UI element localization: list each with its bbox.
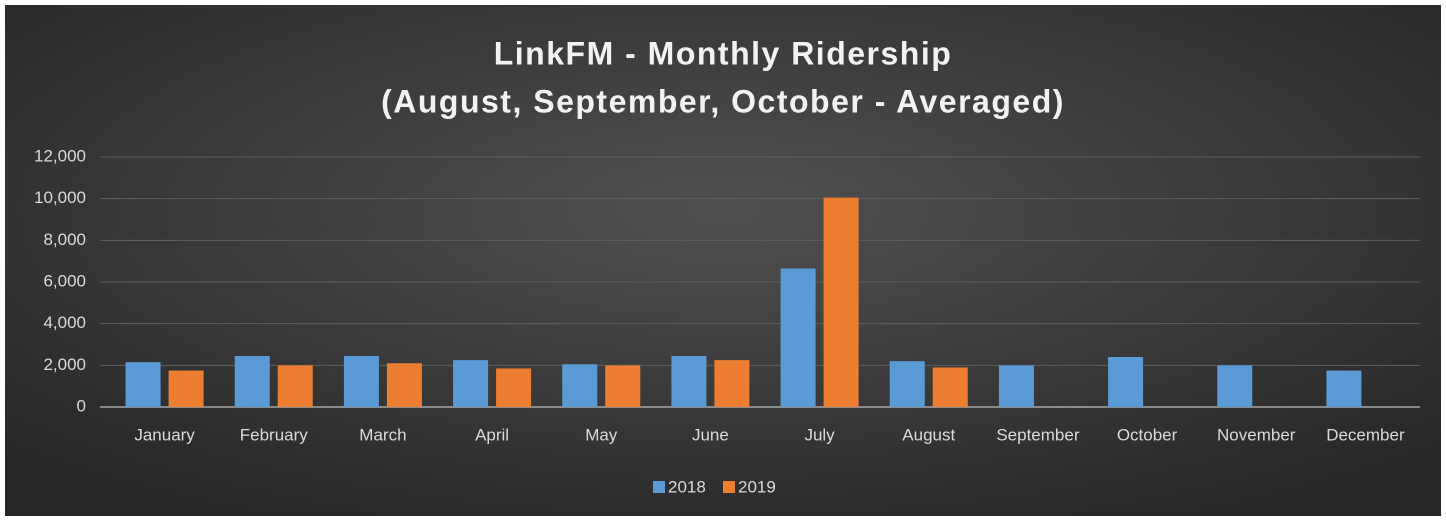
bar bbox=[671, 355, 707, 407]
bar bbox=[1326, 370, 1362, 407]
x-tick-label: December bbox=[1326, 425, 1405, 444]
x-tick-label: May bbox=[585, 425, 618, 444]
bar bbox=[168, 370, 204, 407]
x-tick-label: September bbox=[996, 425, 1079, 444]
x-tick-label: August bbox=[902, 425, 955, 444]
bar bbox=[343, 355, 379, 407]
bar bbox=[234, 355, 270, 407]
y-tick-label: 8,000 bbox=[43, 230, 86, 249]
bar bbox=[386, 363, 422, 407]
x-tick-label: June bbox=[692, 425, 729, 444]
x-tick-label: April bbox=[475, 425, 509, 444]
bar bbox=[889, 361, 925, 407]
bar bbox=[714, 360, 750, 407]
bar bbox=[496, 368, 532, 407]
bar bbox=[932, 367, 968, 407]
x-tick-label: February bbox=[240, 425, 309, 444]
legend-swatch bbox=[653, 481, 665, 493]
bar bbox=[998, 365, 1034, 407]
legend-swatch bbox=[723, 481, 735, 493]
y-tick-label: 10,000 bbox=[34, 188, 86, 207]
legend-label: 2019 bbox=[738, 477, 776, 496]
bar bbox=[780, 268, 816, 407]
chart-title: LinkFM - Monthly Ridership bbox=[494, 35, 953, 71]
x-tick-label: March bbox=[359, 425, 406, 444]
chart-subtitle: (August, September, October - Averaged) bbox=[381, 83, 1065, 119]
bar bbox=[823, 197, 859, 407]
y-tick-label: 12,000 bbox=[34, 146, 86, 165]
bar bbox=[1217, 365, 1253, 407]
x-tick-label: July bbox=[804, 425, 835, 444]
bar bbox=[453, 360, 489, 407]
x-tick-label: October bbox=[1117, 425, 1178, 444]
y-tick-label: 0 bbox=[77, 396, 86, 415]
bar bbox=[277, 365, 313, 407]
background bbox=[5, 5, 1441, 516]
y-tick-label: 4,000 bbox=[43, 313, 86, 332]
bar bbox=[125, 362, 161, 407]
bar bbox=[562, 364, 598, 407]
x-tick-label: November bbox=[1217, 425, 1296, 444]
bar bbox=[1108, 357, 1144, 407]
x-tick-label: January bbox=[134, 425, 195, 444]
bar bbox=[605, 365, 641, 407]
y-tick-label: 2,000 bbox=[43, 355, 86, 374]
legend-label: 2018 bbox=[668, 477, 706, 496]
y-tick-label: 6,000 bbox=[43, 271, 86, 290]
